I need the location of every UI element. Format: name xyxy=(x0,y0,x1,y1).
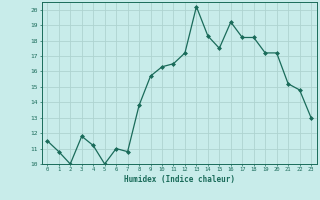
X-axis label: Humidex (Indice chaleur): Humidex (Indice chaleur) xyxy=(124,175,235,184)
